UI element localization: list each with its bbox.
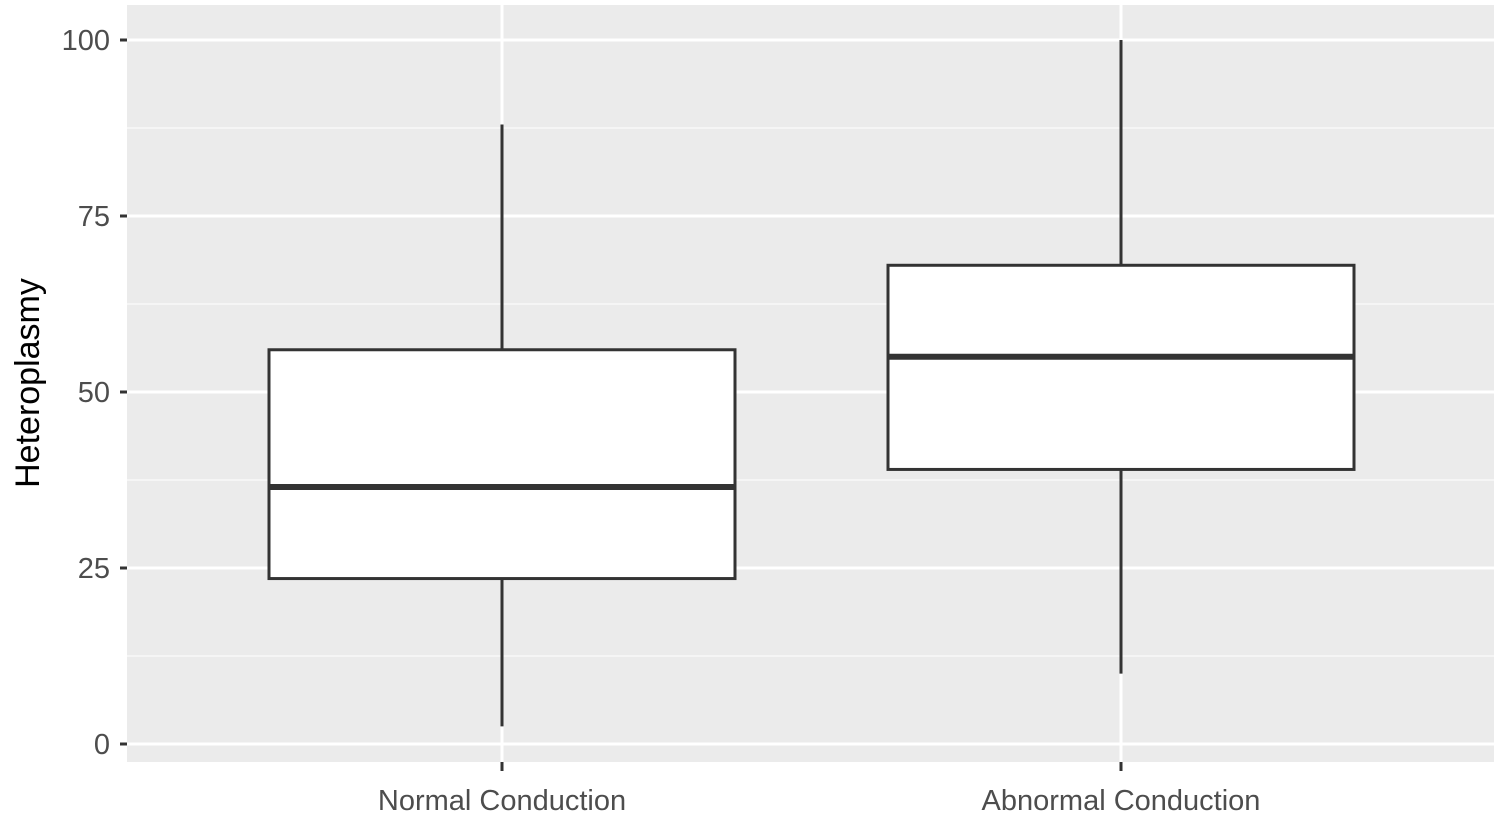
y-tick-label: 25 <box>78 553 110 585</box>
box-group <box>267 124 737 727</box>
x-tick-label: Normal Conduction <box>378 785 626 817</box>
y-tick-label: 100 <box>62 25 110 57</box>
y-tick-label: 0 <box>94 729 110 761</box>
y-axis-title: Heteroplasmy <box>9 278 47 488</box>
y-axis: 0 25 50 75 100 <box>62 25 127 761</box>
x-tick-label: Abnormal Conduction <box>982 785 1261 817</box>
box <box>886 263 1356 471</box>
y-tick-label: 75 <box>78 201 110 233</box>
box-group <box>886 40 1356 674</box>
y-tick-label: 50 <box>78 377 110 409</box>
box <box>267 348 737 581</box>
x-axis: Normal Conduction Abnormal Conduction <box>378 762 1261 817</box>
boxes <box>267 40 1356 727</box>
